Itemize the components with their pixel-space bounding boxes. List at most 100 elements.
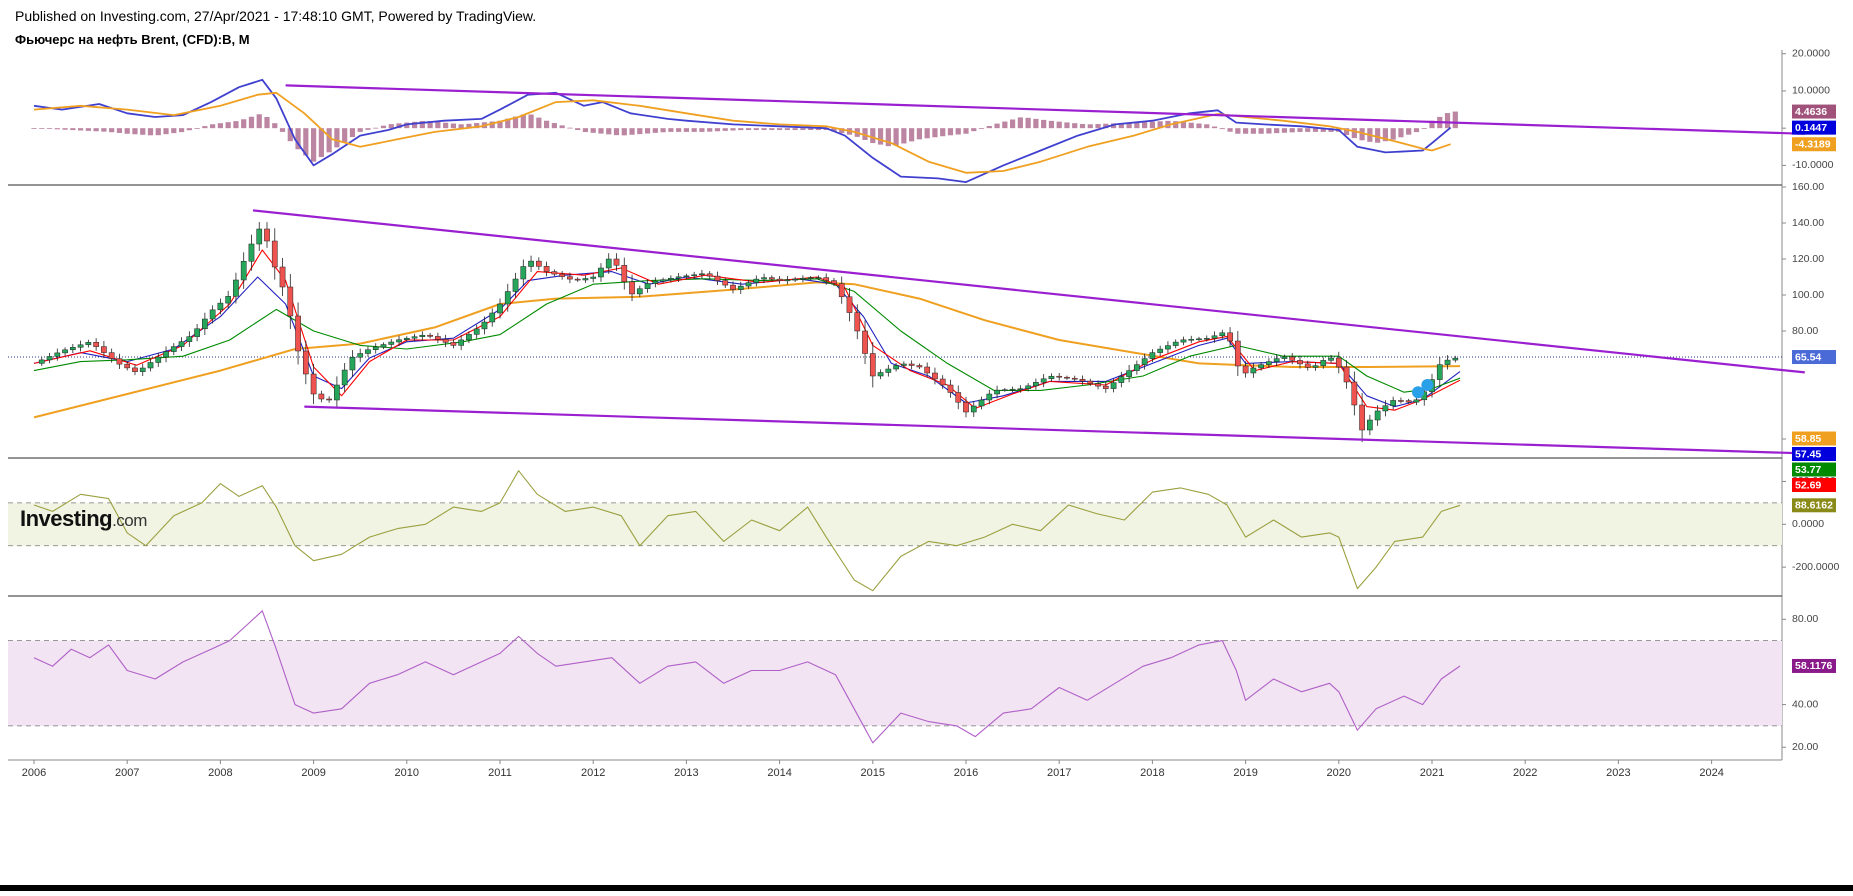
candle-body xyxy=(93,342,99,347)
candle-body xyxy=(1297,360,1303,365)
candle-body xyxy=(543,266,550,272)
macd-histogram-bar xyxy=(194,128,200,129)
macd-histogram-bar xyxy=(745,128,752,131)
candle-body xyxy=(1367,419,1373,431)
macd-histogram-bar xyxy=(1351,128,1357,139)
macd-histogram-bar xyxy=(489,121,495,129)
candle-body xyxy=(784,279,791,282)
candle-body xyxy=(202,318,208,329)
candle-body xyxy=(310,373,317,395)
candle-body xyxy=(893,365,899,370)
candle-body xyxy=(1343,366,1350,383)
candle-body xyxy=(613,258,620,266)
y-tick-label: -10.0000 xyxy=(1792,159,1834,171)
candle-body xyxy=(139,367,146,372)
macd-histogram-bar xyxy=(388,124,394,129)
macd-histogram-bar xyxy=(621,128,627,136)
macd-histogram-bar xyxy=(171,128,177,134)
candle-body xyxy=(1328,357,1334,361)
rsi-value-badge-bg xyxy=(1792,658,1836,673)
macd-histogram-bar xyxy=(559,125,565,129)
candle-body xyxy=(365,349,371,354)
macd-histogram-bar xyxy=(39,128,45,129)
candle-body xyxy=(186,336,193,342)
macd-histogram-bar xyxy=(54,128,60,130)
macd-histogram-bar xyxy=(528,114,534,129)
macd-histogram-bar xyxy=(683,128,689,132)
macd-histogram-bar xyxy=(474,123,480,129)
candle-body xyxy=(489,312,496,323)
macd-histogram-bar xyxy=(598,128,604,134)
macd-histogram-bar xyxy=(365,128,371,130)
candle-body xyxy=(178,341,185,347)
candle-body xyxy=(512,278,519,292)
candle-body xyxy=(357,353,364,358)
macd-histogram-bar xyxy=(450,123,456,129)
candle-body xyxy=(737,285,744,290)
macd-histogram-bar xyxy=(295,128,301,150)
candle-body xyxy=(1172,341,1179,346)
macd-histogram-bar xyxy=(1375,128,1381,143)
candle-body xyxy=(396,339,402,343)
macd-histogram-bar xyxy=(978,128,985,129)
macd-histogram-bar xyxy=(85,128,91,131)
x-tick-label: 2013 xyxy=(674,767,698,779)
macd-histogram-bar xyxy=(1079,123,1086,129)
candle-body xyxy=(1444,359,1451,365)
candle-body xyxy=(582,278,589,281)
candle-body xyxy=(388,341,395,345)
candle-body xyxy=(458,339,465,346)
candle-body xyxy=(155,356,162,363)
macd-value-badge: -4.3189 xyxy=(1795,139,1831,151)
candle-body xyxy=(869,353,876,377)
macd-histogram-bar xyxy=(551,123,557,129)
macd-histogram-bar xyxy=(256,114,262,129)
macd-histogram-bar xyxy=(567,127,573,129)
macd-histogram-bar xyxy=(505,118,511,129)
macd-histogram-bar xyxy=(707,128,713,132)
candle-body xyxy=(776,278,783,281)
y-tick-label: 10.0000 xyxy=(1792,85,1830,97)
macd-histogram-bar xyxy=(893,128,899,146)
candle-body xyxy=(504,291,511,305)
macd-histogram-bar xyxy=(1281,128,1288,133)
macd-histogram-bar xyxy=(396,123,402,129)
candle-body xyxy=(1273,358,1280,362)
candle-body xyxy=(295,315,301,352)
candle-body xyxy=(792,278,798,281)
investing-logo[interactable]: Investing.com xyxy=(20,506,147,532)
macd-histogram-bar xyxy=(233,121,239,129)
macd-histogram-bar xyxy=(186,128,192,131)
candle-body xyxy=(745,282,752,287)
macd-value-badge: 4.4636 xyxy=(1795,106,1827,118)
price-value-badge: 65.54 xyxy=(1795,351,1821,363)
macd-histogram-bar xyxy=(1095,124,1101,129)
candle-body xyxy=(955,392,962,403)
macd-histogram-bar xyxy=(225,122,231,129)
cci-value-badge-bg xyxy=(1792,498,1836,513)
macd-histogram-bar xyxy=(1196,123,1202,129)
macd-trendline xyxy=(285,84,1805,135)
macd-histogram-bar xyxy=(761,128,767,131)
candle-body xyxy=(1289,356,1296,361)
y-tick-label: 140.00 xyxy=(1792,217,1824,229)
candle-body xyxy=(334,384,340,401)
macd-histogram-bar xyxy=(373,127,379,129)
candle-body xyxy=(1304,363,1311,368)
y-tick-label: 100.00 xyxy=(1792,289,1824,301)
candle-body xyxy=(807,277,814,279)
candle-body xyxy=(132,367,138,372)
candle-body xyxy=(1087,380,1094,384)
published-caption: Published on Investing.com, 27/Apr/2021 … xyxy=(15,8,537,24)
candle-body xyxy=(1149,352,1156,359)
bottom-bar xyxy=(0,885,1853,891)
macd-histogram-bar xyxy=(1142,122,1148,129)
x-tick-label: 2011 xyxy=(488,767,512,779)
candle-body xyxy=(77,344,84,348)
candle-body xyxy=(427,334,433,337)
macd-histogram-bar xyxy=(629,128,635,135)
price-value-badge-bg xyxy=(1792,478,1836,492)
candle-body xyxy=(1351,381,1358,406)
candle-body xyxy=(1281,356,1288,359)
